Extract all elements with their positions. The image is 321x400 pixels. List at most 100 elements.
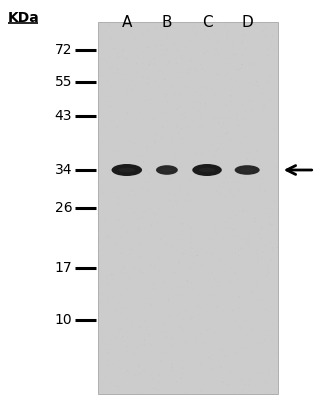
Point: [173, 343, 178, 349]
Point: [183, 342, 188, 349]
Point: [229, 116, 234, 123]
Point: [239, 246, 245, 252]
Point: [123, 90, 128, 97]
Point: [207, 210, 213, 217]
Point: [190, 187, 195, 193]
Point: [271, 198, 276, 205]
Point: [134, 190, 139, 196]
Point: [114, 365, 119, 372]
Point: [235, 175, 240, 182]
Point: [157, 268, 162, 274]
Point: [105, 299, 110, 306]
Point: [199, 161, 204, 168]
Point: [136, 22, 141, 28]
Point: [240, 136, 245, 143]
Point: [185, 67, 190, 73]
Point: [134, 116, 139, 122]
Point: [159, 272, 164, 279]
Point: [175, 47, 180, 54]
Point: [264, 107, 269, 113]
Point: [178, 164, 183, 170]
Point: [262, 337, 267, 344]
Point: [271, 244, 276, 251]
Point: [167, 191, 172, 197]
Point: [188, 225, 193, 232]
Point: [196, 269, 202, 276]
Point: [260, 90, 265, 96]
Point: [232, 226, 237, 233]
Point: [266, 372, 272, 378]
Point: [187, 359, 192, 366]
Point: [270, 246, 275, 253]
Point: [214, 190, 219, 196]
Point: [252, 266, 257, 273]
Point: [103, 160, 108, 166]
Point: [232, 390, 237, 396]
Point: [124, 373, 129, 379]
Point: [205, 178, 210, 184]
Point: [101, 302, 107, 309]
Point: [256, 152, 261, 159]
Point: [149, 302, 154, 308]
Point: [106, 234, 111, 240]
Point: [129, 288, 134, 295]
Point: [178, 292, 184, 298]
Point: [246, 231, 251, 238]
Point: [258, 185, 263, 192]
Point: [214, 188, 219, 195]
Point: [199, 331, 204, 337]
Point: [261, 124, 266, 130]
Point: [109, 84, 114, 90]
Point: [198, 387, 204, 394]
Point: [136, 227, 141, 234]
Point: [170, 342, 176, 349]
Point: [183, 126, 188, 132]
Point: [201, 174, 206, 180]
Point: [122, 338, 127, 344]
Point: [216, 208, 221, 215]
Point: [236, 108, 241, 114]
Point: [110, 206, 115, 213]
Point: [144, 324, 150, 330]
Point: [259, 46, 264, 52]
Point: [147, 164, 152, 170]
Point: [124, 87, 129, 94]
Point: [153, 211, 158, 217]
Point: [216, 282, 221, 289]
Point: [173, 90, 178, 97]
Point: [239, 244, 244, 251]
Point: [170, 244, 175, 250]
Point: [123, 257, 128, 264]
Point: [228, 187, 233, 194]
Point: [178, 69, 183, 75]
Point: [177, 284, 182, 290]
Point: [115, 171, 120, 178]
Point: [104, 296, 109, 303]
Point: [236, 46, 241, 52]
Point: [183, 251, 188, 257]
Point: [243, 174, 248, 180]
Point: [144, 122, 149, 128]
Point: [256, 189, 261, 196]
Point: [134, 295, 139, 301]
Point: [263, 25, 268, 31]
Point: [246, 150, 251, 156]
Point: [100, 37, 106, 43]
Point: [256, 256, 261, 263]
Point: [210, 88, 215, 94]
Point: [136, 54, 141, 60]
Point: [192, 98, 197, 105]
Point: [269, 257, 274, 264]
Point: [239, 61, 244, 68]
Point: [216, 51, 221, 57]
Point: [153, 43, 159, 50]
Point: [105, 228, 110, 235]
Point: [138, 309, 143, 316]
Point: [105, 347, 110, 353]
Point: [255, 258, 260, 264]
Point: [156, 255, 161, 261]
Point: [258, 355, 263, 362]
Point: [169, 125, 174, 132]
Point: [226, 130, 231, 136]
Point: [104, 229, 109, 236]
